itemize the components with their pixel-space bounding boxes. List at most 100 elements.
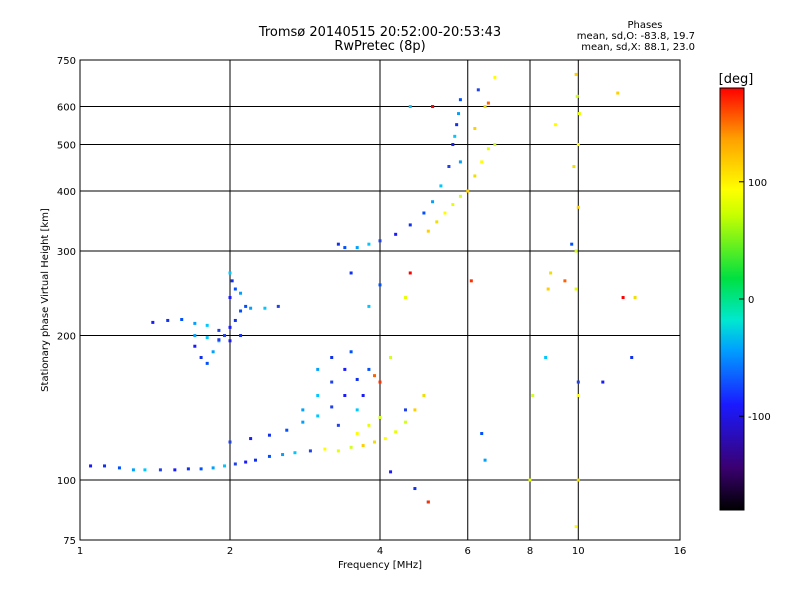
- data-point: [455, 123, 459, 127]
- colorbar-ticks: 100 0 -100: [739, 178, 771, 423]
- data-point: [343, 394, 347, 398]
- data-point: [228, 440, 232, 444]
- data-point: [408, 271, 412, 275]
- data-point: [403, 296, 407, 300]
- data-point: [576, 143, 580, 147]
- data-point: [451, 143, 455, 147]
- data-point: [546, 287, 550, 291]
- data-point: [343, 246, 347, 250]
- data-point: [223, 334, 227, 338]
- data-point: [630, 355, 634, 359]
- data-point: [336, 423, 340, 427]
- data-point: [621, 296, 625, 300]
- data-point: [476, 88, 480, 92]
- data-point: [466, 189, 470, 193]
- data-point: [244, 304, 248, 308]
- data-point: [570, 242, 574, 246]
- x-tick-label: 10: [572, 546, 585, 557]
- colorbar-tick-label: -100: [748, 412, 771, 423]
- data-point: [394, 430, 398, 434]
- data-point: [403, 420, 407, 424]
- y-tick-label: 200: [57, 332, 76, 343]
- data-point: [378, 415, 382, 419]
- data-point: [193, 321, 197, 325]
- y-tick-label: 400: [57, 187, 76, 198]
- data-point: [301, 408, 305, 412]
- data-point: [180, 317, 184, 321]
- data-point: [431, 105, 435, 109]
- data-point: [158, 468, 162, 472]
- data-point: [576, 380, 580, 384]
- data-point: [367, 242, 371, 246]
- chart-title: Tromsø 20140515 20:52:00-20:53:43 RwPret…: [230, 26, 530, 54]
- data-point: [316, 367, 320, 371]
- x-tick-label: 16: [674, 546, 687, 557]
- data-point: [431, 200, 435, 204]
- data-point: [211, 466, 215, 470]
- data-point: [336, 242, 340, 246]
- x-tick-label: 6: [465, 546, 471, 557]
- data-point: [493, 143, 497, 147]
- data-point: [89, 464, 93, 468]
- data-point: [378, 239, 382, 243]
- data-point: [316, 394, 320, 398]
- data-point: [330, 355, 334, 359]
- data-point: [355, 408, 359, 412]
- data-point: [576, 205, 580, 209]
- y-tick-label: 500: [57, 141, 76, 152]
- data-point: [233, 287, 237, 291]
- data-point: [458, 194, 462, 198]
- data-point: [228, 296, 232, 300]
- data-point: [267, 433, 271, 437]
- data-point: [151, 320, 155, 324]
- data-point: [576, 478, 580, 482]
- data-point: [330, 380, 334, 384]
- data-point: [413, 408, 417, 412]
- data-point: [228, 271, 232, 275]
- data-point: [435, 220, 439, 224]
- data-point: [285, 428, 289, 432]
- data-point: [205, 336, 209, 340]
- data-point: [413, 487, 417, 491]
- data-point: [223, 464, 227, 468]
- data-points: [89, 72, 637, 529]
- data-point: [186, 467, 190, 471]
- data-point: [228, 325, 232, 329]
- data-point: [233, 318, 237, 322]
- data-point: [483, 458, 487, 462]
- data-point: [199, 467, 203, 471]
- data-point: [233, 462, 237, 466]
- data-point: [173, 468, 177, 472]
- data-point: [355, 432, 359, 436]
- data-point: [549, 271, 553, 275]
- data-point: [293, 451, 297, 455]
- data-point: [447, 164, 451, 168]
- data-point: [383, 437, 387, 441]
- colorbar-label: [deg]: [719, 72, 754, 87]
- chart-title-line2: RwPretec (8p): [334, 39, 426, 54]
- data-point: [239, 334, 243, 338]
- data-point: [408, 105, 412, 109]
- data-point: [528, 478, 532, 482]
- data-point: [217, 338, 221, 342]
- data-point: [193, 344, 197, 348]
- phase-stats: Phases mean, sd,O: -83.8, 19.7 mean, sd,…: [560, 20, 695, 53]
- data-point: [408, 223, 412, 227]
- data-point: [349, 271, 353, 275]
- data-point: [574, 525, 578, 529]
- data-point: [355, 377, 359, 381]
- data-point: [486, 101, 490, 105]
- data-point: [457, 112, 461, 116]
- data-point: [166, 318, 170, 322]
- data-point: [308, 449, 312, 453]
- data-point: [349, 445, 353, 449]
- data-point: [361, 444, 365, 448]
- chart-title-line1: Tromsø 20140515 20:52:00-20:53:43: [258, 25, 502, 40]
- x-axis-label: Frequency [MHz]: [338, 560, 422, 571]
- x-tick-label: 4: [377, 546, 383, 557]
- phase-stats-header: Phases: [627, 20, 663, 31]
- data-point: [301, 420, 305, 424]
- data-point: [422, 211, 426, 215]
- data-point: [453, 134, 457, 138]
- y-tick-labels: 75 100 200 300 400 500 600 750: [57, 56, 76, 547]
